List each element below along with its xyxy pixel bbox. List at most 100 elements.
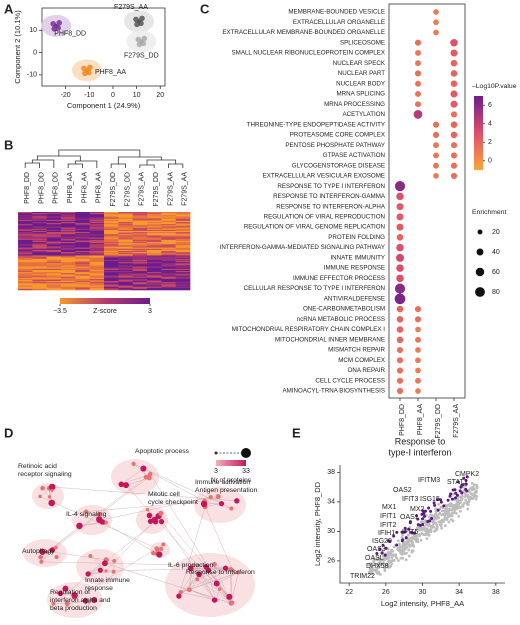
heatmap-cell xyxy=(104,257,119,260)
heatmap-cell xyxy=(175,223,191,225)
cluster-bubble xyxy=(32,483,64,509)
heatmap-cell xyxy=(132,239,148,242)
heatmap-cell xyxy=(132,229,148,232)
heatmap-cell xyxy=(104,281,119,283)
network-node xyxy=(158,510,164,516)
heatmap-cell xyxy=(175,249,191,252)
heatmap-cell xyxy=(32,263,47,265)
interferon-point xyxy=(395,543,399,547)
background-point xyxy=(432,518,436,522)
heatmap-cell xyxy=(104,215,119,217)
heatmap-cell xyxy=(18,262,33,264)
background-point xyxy=(394,555,398,559)
heatmap-cell xyxy=(89,248,105,251)
y-tick-label: 0 xyxy=(33,49,37,56)
interferon-point xyxy=(400,539,404,543)
heatmap-cell xyxy=(161,247,176,250)
heatmap-cell xyxy=(147,283,162,285)
heatmap-cell xyxy=(46,243,62,245)
heatmap-cell xyxy=(175,214,191,216)
heatmap-cell xyxy=(175,218,191,221)
heatmap-cell xyxy=(104,279,119,282)
heatmap-cell xyxy=(75,216,90,218)
interferon-point xyxy=(451,488,455,492)
background-point xyxy=(392,545,396,549)
network-node xyxy=(154,546,159,551)
background-point xyxy=(386,562,390,566)
heatmap-cell xyxy=(18,273,33,275)
heatmap-cell xyxy=(161,286,176,289)
heatmap-cell xyxy=(104,234,119,236)
size-key-label: 60 xyxy=(492,269,500,276)
heatmap-cell xyxy=(147,267,162,270)
heatmap-cell xyxy=(132,230,148,233)
heatmap-cell xyxy=(147,256,162,258)
dot xyxy=(396,387,404,395)
heatmap-cell xyxy=(175,243,191,245)
heatmap-cell xyxy=(32,234,47,236)
background-point xyxy=(436,514,440,518)
heatmap-cell xyxy=(89,256,105,258)
heatmap-cell xyxy=(147,252,162,254)
background-point xyxy=(449,518,453,521)
network-node xyxy=(111,569,116,574)
heatmap-cell xyxy=(147,247,162,250)
heatmap-cell xyxy=(46,288,62,291)
heatmap-cell xyxy=(104,283,119,285)
heatmap-cell xyxy=(175,276,191,279)
network-node xyxy=(228,567,234,572)
heatmap-cell xyxy=(118,257,133,260)
heatmap-cell xyxy=(32,273,47,275)
network-node xyxy=(158,518,165,525)
heatmap-cell xyxy=(61,271,76,273)
heatmap-cell xyxy=(89,273,105,275)
heatmap-cell xyxy=(104,254,119,256)
dendrogram xyxy=(24,162,40,168)
network-edge xyxy=(143,468,205,502)
heatmap-cell xyxy=(18,255,33,257)
dot xyxy=(415,357,421,364)
heatmap-cell xyxy=(18,254,33,256)
heatmap-cell xyxy=(118,230,133,233)
heatmap-cell xyxy=(161,265,176,267)
network-node xyxy=(200,500,208,508)
heatmap-cell xyxy=(18,278,33,281)
heatmap-cell xyxy=(89,228,105,231)
background-point xyxy=(447,520,451,524)
heatmap-cell xyxy=(18,216,33,218)
heatmap-cell xyxy=(132,282,148,284)
background-point xyxy=(383,558,387,562)
heatmap-cell xyxy=(46,264,62,266)
heatmap-cell xyxy=(32,271,47,273)
dot xyxy=(415,336,421,343)
heatmap-cell xyxy=(46,240,62,243)
x-axis-label: Component 1 (24.9%) xyxy=(67,101,141,110)
heatmap-cell xyxy=(75,240,90,243)
heatmap-cell xyxy=(175,257,191,260)
network-node xyxy=(104,520,108,525)
heatmap-cell xyxy=(132,288,148,291)
heatmap-cell xyxy=(132,265,148,267)
heatmap-cell xyxy=(132,251,148,253)
heatmap-cell xyxy=(46,230,62,233)
heatmap-cell xyxy=(89,240,105,243)
heatmap-cell xyxy=(75,266,90,269)
heatmap-cell xyxy=(18,265,33,267)
heatmap-cell xyxy=(175,258,191,261)
heatmap-cell xyxy=(132,284,148,286)
pca-point xyxy=(56,20,62,26)
heatmap-cell xyxy=(104,232,119,234)
dot xyxy=(450,162,458,169)
plot-title: Response to xyxy=(395,436,446,446)
heatmap-cell xyxy=(18,213,33,215)
interferon-point xyxy=(460,491,464,495)
term-label: EXTRACELLULAR MEMBRANE-BOUNDED ORGANELLE xyxy=(222,29,385,36)
heatmap-cell xyxy=(75,274,90,276)
heatmap-cell xyxy=(18,267,33,270)
heatmap-cell xyxy=(46,252,62,254)
heatmap-cell xyxy=(175,277,191,280)
heatmap-cell xyxy=(18,232,33,234)
term-label: GTPASE ACTIVATION xyxy=(323,152,385,159)
interferon-point xyxy=(429,509,433,513)
background-point xyxy=(406,533,410,537)
